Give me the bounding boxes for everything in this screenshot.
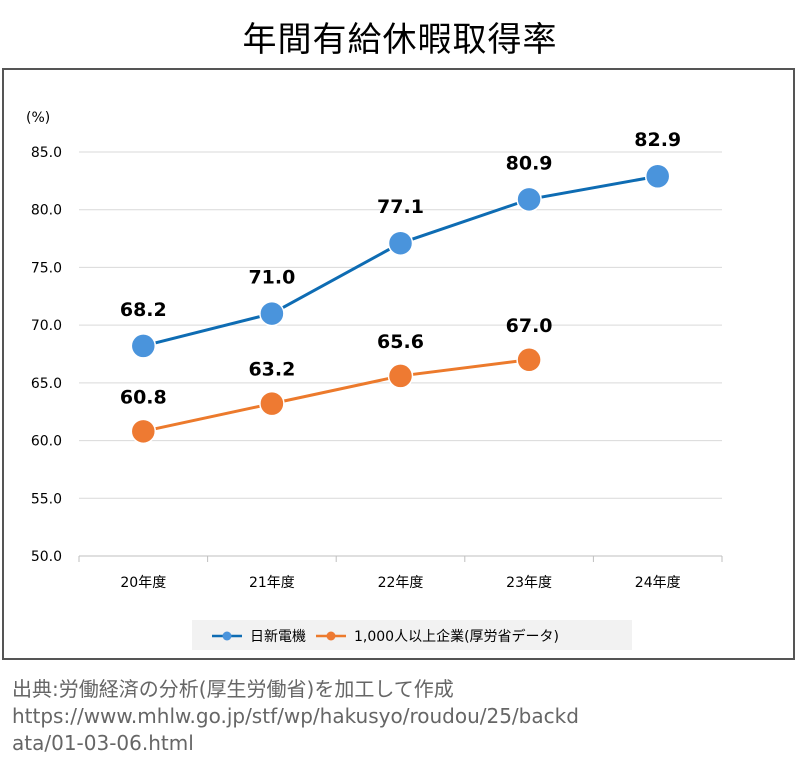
data-label: 60.8	[120, 386, 167, 408]
data-label: 80.9	[506, 152, 553, 174]
x-tick-label: 22年度	[378, 575, 424, 591]
y-tick-label: 50.0	[31, 549, 62, 565]
data-point	[516, 347, 542, 373]
data-label: 82.9	[634, 129, 681, 151]
legend-marker	[326, 631, 336, 641]
source-line: 出典:労働経済の分析(厚生労働省)を加工して作成	[12, 677, 454, 701]
y-tick-label: 60.0	[31, 434, 62, 450]
legend-label: 1,000人以上企業(厚労省データ)	[354, 628, 559, 645]
y-tick-label: 75.0	[31, 260, 62, 276]
data-label: 68.2	[120, 299, 167, 321]
data-point	[130, 418, 157, 445]
x-tick-label: 23年度	[506, 575, 552, 591]
legend-box	[192, 620, 632, 650]
data-label: 71.0	[248, 267, 295, 289]
chart-frame: (%) 50.0 55.0 60.0 65.0 70.0 75.0 80.0 85.0 20年度 2…	[2, 68, 795, 660]
data-point	[130, 333, 157, 359]
legend-marker	[222, 631, 232, 641]
data-point	[644, 163, 671, 189]
source-url-line: ata/01-03-06.html	[12, 731, 194, 755]
data-point	[387, 363, 414, 389]
data-label: 65.6	[377, 331, 424, 353]
x-tick-label: 21年度	[249, 575, 295, 591]
y-tick-label: 80.0	[31, 203, 62, 219]
data-label: 77.1	[377, 196, 424, 218]
legend-label: 日新電機	[250, 629, 306, 645]
data-label: 63.2	[248, 359, 295, 381]
y-tick-label: 70.0	[31, 318, 62, 334]
line-chart: (%) 50.0 55.0 60.0 65.0 70.0 75.0 80.0 85.0 20年度 2…	[26, 110, 723, 650]
x-tick-label: 24年度	[635, 575, 681, 591]
data-label: 67.0	[506, 315, 553, 337]
data-point	[387, 230, 414, 256]
y-axis-unit-label: (%)	[26, 110, 50, 126]
x-tick-label: 20年度	[120, 575, 166, 591]
y-tick-label: 85.0	[31, 145, 62, 161]
source-url-line: https://www.mhlw.go.jp/stf/wp/hakusyo/ro…	[12, 704, 579, 728]
y-tick-label: 65.0	[31, 376, 62, 392]
y-tick-label: 55.0	[31, 491, 62, 507]
data-point	[259, 390, 285, 417]
source-note: 出典:労働経済の分析(厚生労働省)を加工して作成 https://www.mhl…	[12, 676, 792, 757]
series-line	[142, 358, 530, 433]
data-point	[259, 300, 285, 327]
data-point	[516, 186, 542, 213]
chart-title: 年間有給休暇取得率	[242, 20, 558, 60]
